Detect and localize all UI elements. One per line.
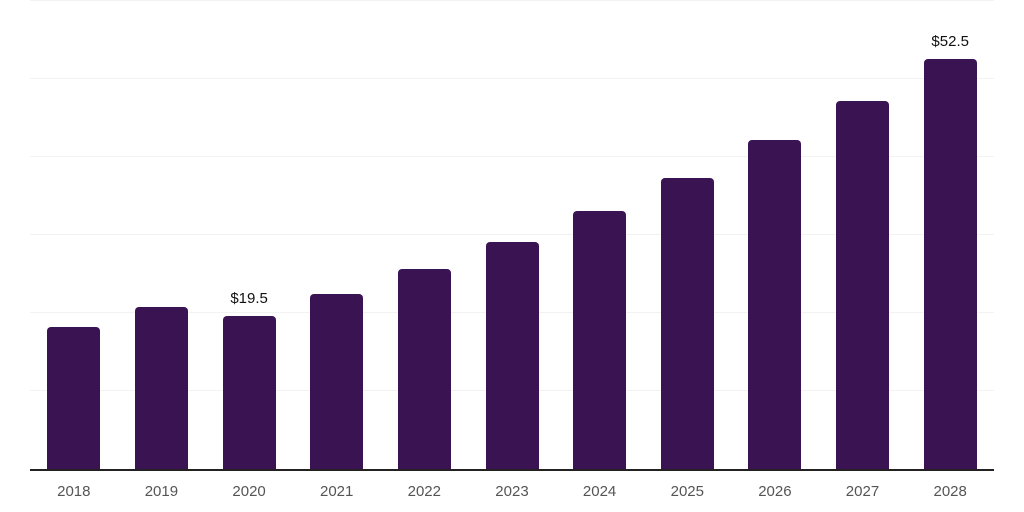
bar-2027 bbox=[836, 101, 889, 469]
gridline-60 bbox=[30, 0, 994, 1]
bar-2021 bbox=[310, 294, 364, 469]
bar-2026 bbox=[748, 140, 802, 469]
bar-2023 bbox=[485, 241, 539, 469]
gridline-30 bbox=[30, 234, 994, 235]
bar-2020 bbox=[222, 315, 276, 469]
bar-2025 bbox=[660, 177, 714, 469]
x-tick-label-2018: 2018 bbox=[57, 483, 91, 500]
x-tick-label-2019: 2019 bbox=[144, 483, 179, 500]
x-tick-label-2026: 2026 bbox=[758, 483, 792, 500]
x-tick-label-2022: 2022 bbox=[407, 483, 441, 500]
bar-2028 bbox=[923, 58, 977, 469]
gridline-40 bbox=[30, 156, 994, 157]
x-tick-label-2027: 2027 bbox=[845, 483, 880, 500]
x-tick-label-2021: 2021 bbox=[320, 483, 354, 500]
x-tick-label-2023: 2023 bbox=[495, 483, 529, 500]
x-axis-line bbox=[30, 469, 994, 471]
x-tick-label-2024: 2024 bbox=[582, 483, 617, 500]
x-tick-label-2020: 2020 bbox=[232, 483, 266, 500]
data-label-2028: $52.5 bbox=[931, 32, 969, 50]
gridline-50 bbox=[30, 78, 994, 79]
x-tick-label-2025: 2025 bbox=[670, 483, 704, 500]
data-label-2020: $19.5 bbox=[230, 289, 268, 307]
x-tick-label-2028: 2028 bbox=[933, 483, 967, 500]
bar-2019 bbox=[135, 307, 188, 469]
bar-2018 bbox=[47, 326, 101, 469]
bar-2024 bbox=[573, 210, 627, 469]
bar-2022 bbox=[397, 269, 451, 469]
